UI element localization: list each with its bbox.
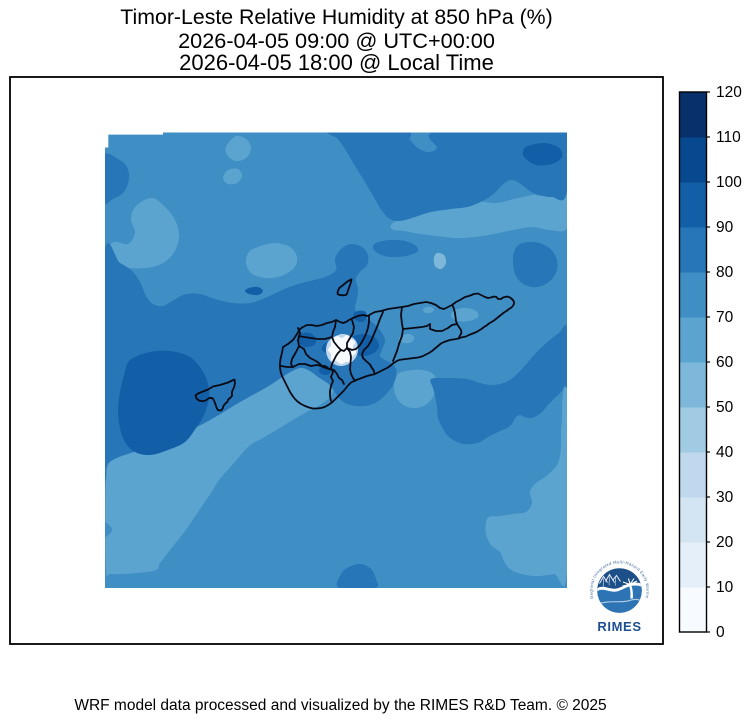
svg-text:RIMES: RIMES: [597, 619, 641, 634]
